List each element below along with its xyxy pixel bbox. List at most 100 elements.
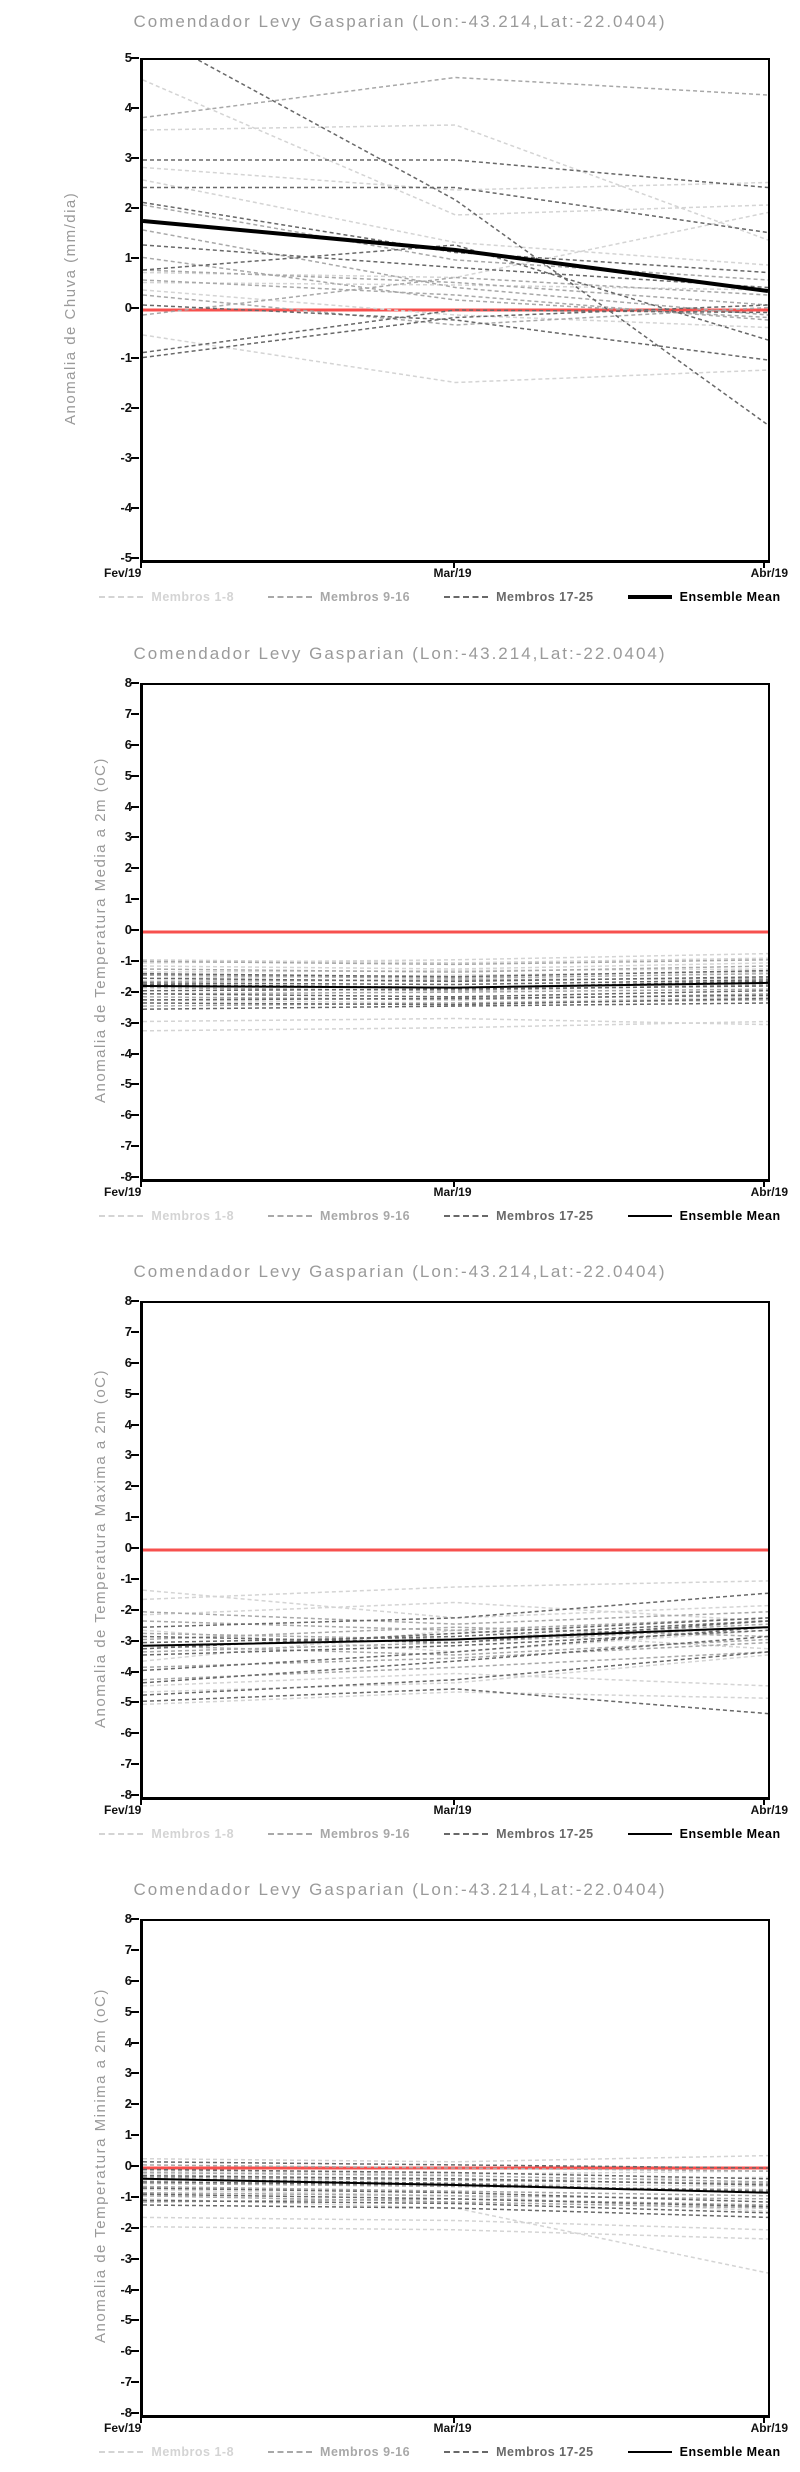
x-tick-label: Mar/19 [433, 1803, 472, 1817]
legend-label: Membros 1-8 [151, 2445, 235, 2459]
y-tick-mark [131, 1794, 139, 1796]
member-line-group-2 [143, 1641, 768, 1669]
member-line-group-2 [143, 1611, 768, 1625]
legend-label: Membros 9-16 [320, 2445, 411, 2459]
x-tick-mark [140, 1180, 142, 1187]
member-line-group-2 [143, 204, 768, 281]
y-tick-label: -1 [120, 1570, 132, 1586]
y-tick-mark [131, 1423, 139, 1426]
plot-area [140, 683, 770, 1182]
x-tick-label: Mar/19 [433, 566, 472, 580]
legend-dashed-line-sample [99, 1833, 144, 1835]
y-tick-label: -4 [120, 2281, 132, 2297]
x-tick-label: Mar/19 [433, 1185, 472, 1199]
member-line-group-1 [143, 2179, 768, 2188]
member-line-group-1 [143, 1691, 768, 1706]
legend-item: Membros 17-25 [444, 2445, 594, 2459]
y-tick-label: 5 [124, 50, 132, 65]
y-tick-label: -3 [120, 1632, 132, 1648]
y-tick-mark [131, 774, 139, 777]
x-tick-label: Fev/19 [104, 2421, 142, 2435]
member-line-group-3 [143, 979, 768, 986]
y-tick-mark [131, 307, 139, 309]
member-line-group-2 [143, 279, 768, 321]
y-tick-label: 6 [124, 736, 132, 752]
line-chart-canvas [143, 930, 768, 1032]
y-tick-label: -6 [120, 1107, 132, 1123]
ensemble-mean-line [143, 219, 768, 293]
y-tick-label: -3 [120, 450, 132, 465]
y-tick-mark [131, 257, 139, 259]
y-tick-mark [131, 1300, 139, 1302]
y-tick-mark [131, 2288, 139, 2291]
y-tick-label: 4 [124, 2034, 132, 2050]
y-tick-mark [131, 157, 139, 159]
line-chart-canvas [143, 60, 768, 426]
member-line-group-3 [143, 997, 768, 1006]
y-tick-label: -2 [120, 400, 132, 415]
y-tick-mark [131, 407, 139, 409]
legend-item: Ensemble Mean [627, 590, 781, 604]
y-tick-mark [131, 1361, 139, 1364]
y-tick-label: 6 [124, 1972, 132, 1988]
legend-item: Membros 17-25 [444, 1209, 594, 1223]
legend-solid-line-sample [627, 2451, 672, 2453]
member-line-group-1 [143, 968, 768, 973]
member-line-group-3 [143, 976, 768, 983]
x-tick-mark [763, 1180, 765, 1187]
y-tick-mark [131, 2412, 139, 2414]
member-line-group-1 [143, 996, 768, 1004]
y-tick-label: 4 [124, 100, 132, 115]
y-tick-label: 1 [124, 1509, 132, 1525]
legend-label: Ensemble Mean [679, 590, 781, 604]
member-line-group-3 [143, 989, 768, 998]
y-tick-label: 2 [124, 2096, 132, 2112]
member-line-group-1 [143, 334, 768, 384]
member-line-group-2 [143, 965, 768, 973]
legend-dashed-line-sample [99, 2451, 144, 2453]
legend-dashed-line-sample [444, 596, 489, 598]
y-tick-label: 7 [124, 705, 132, 721]
member-line-group-1 [143, 2154, 768, 2163]
legend: Membros 1-8 Membros 9-16 Membros 17-25 Ense… [99, 590, 781, 604]
y-tick-label: -6 [120, 1725, 132, 1741]
member-line-group-3 [143, 201, 768, 274]
y-tick-mark [131, 2103, 139, 2106]
y-tick-mark [131, 1639, 139, 1642]
member-line-group-2 [143, 2171, 768, 2183]
member-line-group-1 [143, 957, 768, 964]
member-line-group-2 [143, 1623, 768, 1641]
y-tick-label: 8 [124, 675, 132, 690]
y-tick-label: -7 [120, 1138, 132, 1154]
legend-item: Membros 9-16 [268, 590, 410, 604]
line-chart-canvas [143, 1548, 768, 1715]
y-tick-mark [131, 557, 139, 559]
member-line-group-3 [143, 186, 768, 234]
y-tick-mark [131, 1454, 139, 1457]
member-line-group-1 [143, 1589, 768, 1619]
y-tick-label: 3 [124, 150, 132, 165]
x-tick-label: Abr/19 [750, 566, 788, 580]
x-tick-mark [140, 2416, 142, 2423]
y-tick-label: 0 [124, 300, 132, 315]
y-tick-label: 4 [124, 798, 132, 814]
legend-dashed-line-sample [268, 1833, 313, 1835]
member-line-group-1 [143, 166, 768, 191]
legend-item: Membros 1-8 [99, 2445, 234, 2459]
chart-title: Comendador Levy Gasparian (Lon:-43.214,L… [133, 644, 667, 663]
x-tick-mark [763, 1798, 765, 1805]
plot-area [140, 1301, 770, 1800]
chart-panel-max-temperature-anomaly: Comendador Levy Gasparian (Lon:-43.214,L… [0, 1236, 800, 1854]
y-tick-label: -6 [120, 2343, 132, 2359]
member-line-group-2 [143, 1626, 768, 1653]
legend-dashed-line-sample [444, 2451, 489, 2453]
y-tick-mark [131, 1979, 139, 1982]
legend-solid-line-sample [627, 1215, 672, 1217]
y-tick-mark [131, 898, 139, 901]
y-tick-mark [131, 1052, 139, 1055]
y-tick-mark [131, 1763, 139, 1766]
y-tick-mark [131, 1701, 139, 1704]
x-tick-label: Mar/19 [433, 2421, 472, 2435]
member-line-group-1 [143, 1020, 768, 1032]
